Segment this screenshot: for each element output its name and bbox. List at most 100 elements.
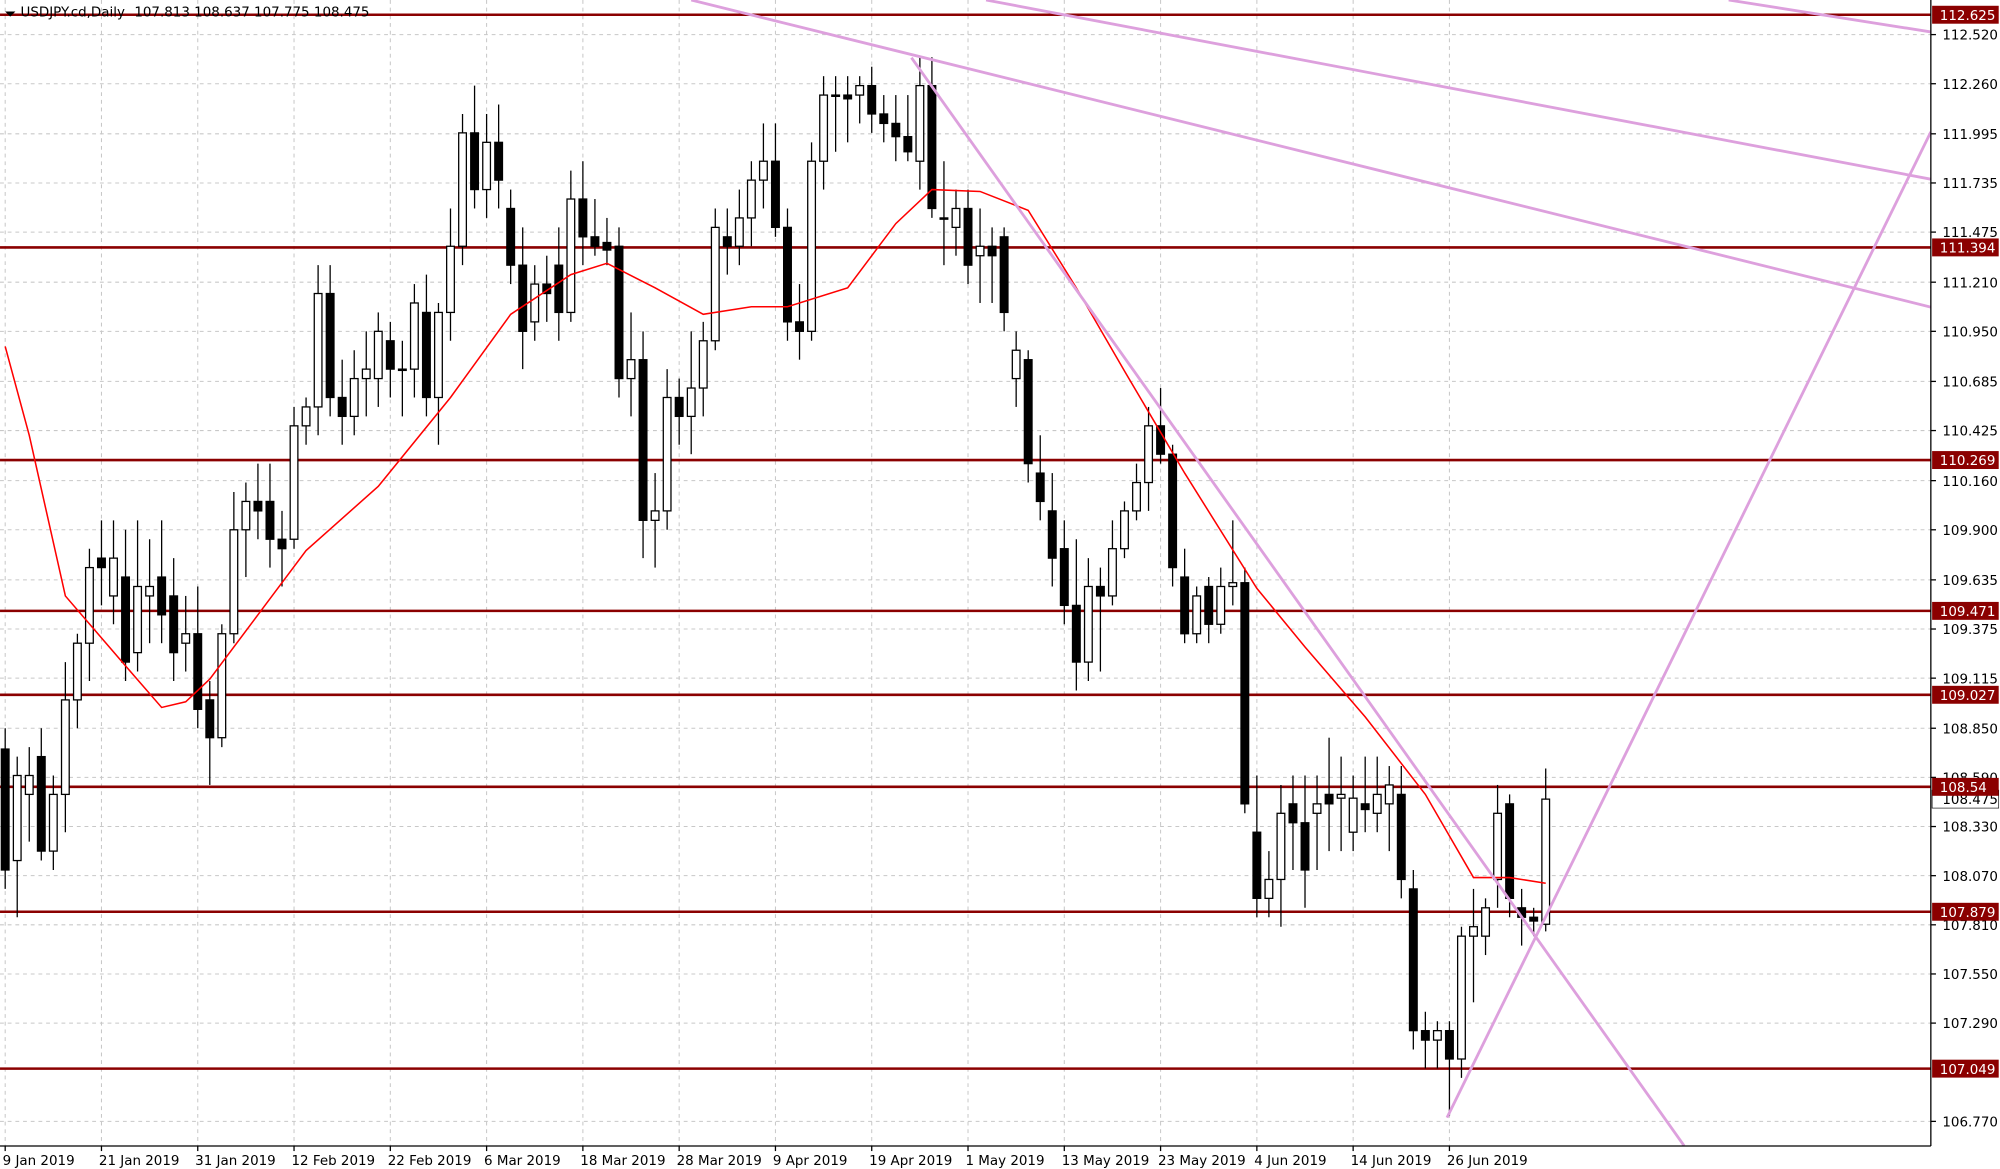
candle-body [1324,793,1334,805]
x-tick-label: 31 Jan 2019 [195,1154,276,1169]
candle-body [578,198,588,238]
candle-body [1276,812,1286,881]
level-label: 109.027 [1940,689,1996,704]
candle-body [1408,888,1418,1032]
level-box [1932,451,1999,470]
level-label: 110.269 [1940,454,1996,469]
y-tick-label: 107.290 [1942,1017,1998,1032]
symbol: USDJPY.cd,Daily [20,6,124,21]
x-tick-label: 28 Mar 2019 [677,1154,762,1169]
candle-body [1336,793,1346,799]
candle-body [494,141,504,181]
candle-body [1493,812,1503,881]
x-tick-label: 19 Apr 2019 [869,1154,952,1169]
candle-body [1541,798,1551,925]
candle-body [121,576,131,663]
trendline [690,0,1931,309]
header: USDJPY.cd,Daily 107.813 108.637 107.775 … [5,6,369,21]
candle-body [1420,1030,1430,1041]
y-tick-label: 111.995 [1942,128,1998,143]
candle-body [458,132,468,247]
candle-body [1529,916,1539,922]
last-open: 107.813 [134,6,190,21]
y-tick-label: 108.850 [1942,722,1998,737]
x-tick-label: 12 Feb 2019 [291,1154,375,1169]
candle-body [72,642,82,701]
grid [0,0,1931,1146]
candle-body [337,396,347,418]
axis [0,0,1936,1152]
candle-body [1481,907,1491,937]
candle-body [157,576,167,616]
level-label: 108.54 [1940,781,1987,796]
levels [0,13,1931,1070]
candle-body [1192,595,1202,635]
candle-body [903,136,913,153]
last-high: 108.637 [194,6,250,21]
candle-body [84,566,94,644]
candles [0,57,1551,1116]
y-tick-label: 108.330 [1942,821,1998,836]
moving-average [4,188,1546,884]
candle-body [1372,793,1382,814]
candle-body [1144,425,1154,484]
x-tick-label: 26 Jun 2019 [1447,1154,1528,1169]
candle-body [843,94,853,100]
candle-body [590,236,600,247]
y-tick-label: 109.115 [1942,672,1998,687]
y-tick-label: 107.550 [1942,968,1998,983]
candle-body [999,236,1009,314]
x-tick-label: 18 Mar 2019 [580,1154,665,1169]
candle-body [421,311,431,399]
candle-body [205,699,215,739]
y-tick-label: 112.520 [1942,29,1998,44]
candle-body [133,585,143,654]
candle-body [614,245,624,380]
level-box [1932,5,1999,24]
bid-label: 108.475 [1942,793,1998,808]
level-label: 107.879 [1940,906,1996,921]
candle-body [698,340,708,389]
candle-body [1035,472,1045,503]
y-tick-label: 110.160 [1942,475,1998,490]
candle-body [1011,349,1021,380]
candle-body [1348,797,1358,833]
labels: 112.520 112.260 111.995 111.735 111.475 111.2… [3,5,2000,1169]
candle-body [1469,926,1478,937]
candle-body [770,160,780,229]
candle-body [566,198,576,314]
candle-body [1180,576,1190,635]
candle-body [602,241,612,251]
candle-body [746,179,756,219]
level-label: 107.049 [1940,1063,1996,1078]
candle-body [734,217,744,247]
candle-body [313,292,323,408]
candle-body [1384,784,1394,805]
candle-body [60,699,70,796]
candle-body [662,396,672,512]
candle-body [193,633,203,710]
candle-body [1300,822,1310,871]
candle-body [397,368,407,372]
candle-body [325,292,335,399]
candle-body [795,321,805,332]
y-tick-label: 106.770 [1942,1116,1998,1131]
candle-body [24,774,34,796]
trendline [910,56,1686,1146]
candle-body [710,226,720,342]
candle-body [530,283,540,323]
candle-body [1444,1030,1454,1060]
candle-body [518,264,528,332]
candle-body [361,368,371,380]
candle-body [373,330,383,380]
candle-body [686,387,696,418]
y-tick-label: 109.375 [1942,623,1998,638]
candle-body [301,406,311,427]
candle-body [217,633,227,739]
level-label: 112.625 [1940,9,1996,24]
candle-body [650,510,660,521]
candle-body [1456,935,1466,1060]
candle-body [638,359,648,521]
